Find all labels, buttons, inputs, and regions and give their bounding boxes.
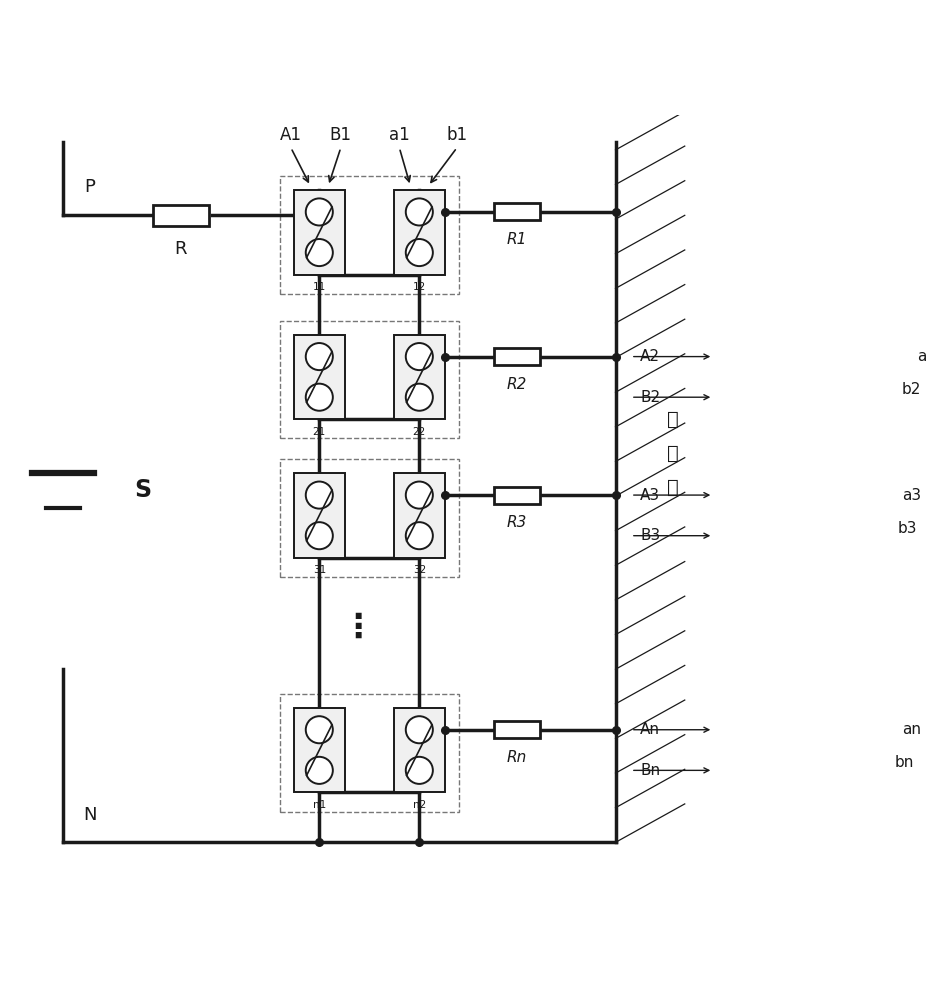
Text: R3: R3 xyxy=(507,515,527,530)
Bar xyxy=(280,459,458,577)
Bar xyxy=(394,708,444,792)
Text: 22: 22 xyxy=(413,427,426,437)
Circle shape xyxy=(406,198,432,225)
Text: 21: 21 xyxy=(313,427,326,437)
Bar xyxy=(494,721,540,738)
Text: b2: b2 xyxy=(902,382,921,397)
Circle shape xyxy=(406,384,432,411)
Text: Bn: Bn xyxy=(640,763,660,778)
Circle shape xyxy=(406,757,432,784)
Text: 32: 32 xyxy=(413,565,426,575)
Text: S: S xyxy=(134,478,152,502)
Text: N: N xyxy=(83,806,96,824)
Circle shape xyxy=(306,343,332,370)
Text: n2: n2 xyxy=(413,800,426,810)
Circle shape xyxy=(306,198,332,225)
Text: B3: B3 xyxy=(640,528,660,543)
Text: b3: b3 xyxy=(898,521,918,536)
Bar xyxy=(294,473,344,558)
Text: A3: A3 xyxy=(640,488,660,503)
Text: R1: R1 xyxy=(507,232,527,247)
Text: an: an xyxy=(902,722,921,737)
Bar xyxy=(394,190,444,275)
Text: A1: A1 xyxy=(280,126,302,144)
Circle shape xyxy=(406,239,432,266)
Bar xyxy=(394,473,444,558)
Bar xyxy=(494,487,540,504)
Circle shape xyxy=(406,482,432,509)
Circle shape xyxy=(406,716,432,743)
Bar xyxy=(294,335,344,419)
Text: B1: B1 xyxy=(330,126,352,144)
Text: ⋮: ⋮ xyxy=(341,610,374,643)
Text: 31: 31 xyxy=(313,565,326,575)
Bar xyxy=(280,176,458,294)
Circle shape xyxy=(406,343,432,370)
Text: a1: a1 xyxy=(389,126,409,144)
Circle shape xyxy=(306,757,332,784)
Text: B2: B2 xyxy=(640,390,660,405)
Bar xyxy=(494,348,540,365)
Circle shape xyxy=(306,716,332,743)
Circle shape xyxy=(306,239,332,266)
Bar xyxy=(494,203,540,220)
Text: 公
共
端: 公 共 端 xyxy=(668,410,679,497)
Circle shape xyxy=(306,482,332,509)
Bar xyxy=(294,190,344,275)
Circle shape xyxy=(306,522,332,549)
Text: R2: R2 xyxy=(507,377,527,392)
Bar xyxy=(280,321,458,438)
Text: b1: b1 xyxy=(446,126,468,144)
Bar xyxy=(394,335,444,419)
Bar xyxy=(294,708,344,792)
Text: 12: 12 xyxy=(413,282,426,292)
Text: a3: a3 xyxy=(902,488,921,503)
Circle shape xyxy=(406,522,432,549)
Text: Rn: Rn xyxy=(507,750,527,765)
Bar xyxy=(280,694,458,812)
Text: P: P xyxy=(84,178,95,196)
Text: n1: n1 xyxy=(313,800,326,810)
Text: An: An xyxy=(640,722,660,737)
Text: 11: 11 xyxy=(313,282,326,292)
Text: bn: bn xyxy=(895,755,914,770)
Text: A2: A2 xyxy=(640,349,660,364)
Text: a2: a2 xyxy=(918,349,926,364)
Bar xyxy=(153,205,208,226)
Text: R: R xyxy=(175,240,187,258)
Circle shape xyxy=(306,384,332,411)
